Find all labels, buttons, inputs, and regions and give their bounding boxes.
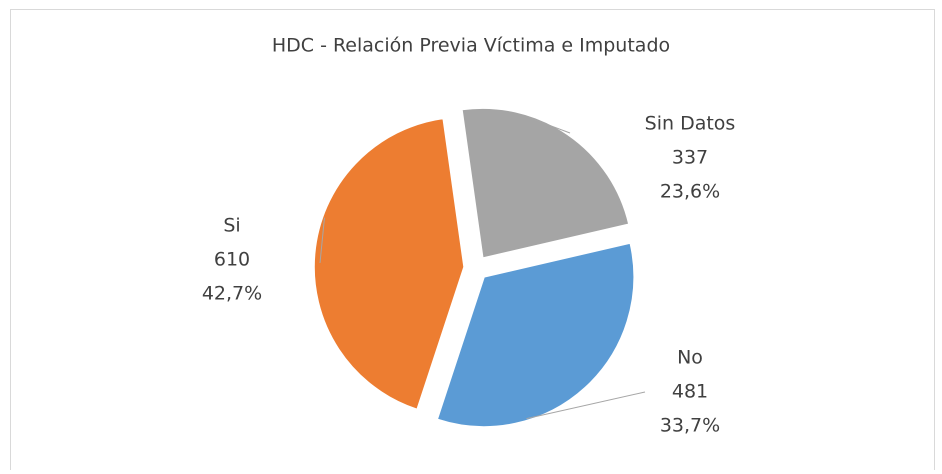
category-label: Sin Datos <box>645 113 736 135</box>
value-label: 337 <box>672 147 708 169</box>
value-label: 481 <box>672 381 708 403</box>
leader-line <box>319 217 325 264</box>
pie-slice <box>436 242 635 428</box>
leader-line <box>526 391 646 420</box>
pie-slice <box>461 107 630 260</box>
percentage-label: 23,6% <box>660 181 720 203</box>
percentage-label: 42,7% <box>202 283 262 305</box>
category-label: Si <box>223 215 240 237</box>
leader-line <box>526 116 571 134</box>
pie-slice <box>313 117 465 411</box>
percentage-label: 33,7% <box>660 415 720 437</box>
value-label: 610 <box>214 249 250 271</box>
category-label: No <box>677 347 703 369</box>
chart-title: HDC - Relación Previa Víctima e Imputado <box>272 35 670 57</box>
